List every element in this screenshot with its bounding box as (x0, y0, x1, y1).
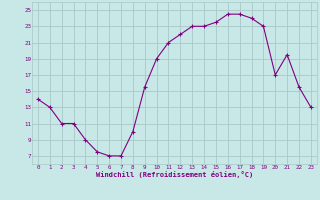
X-axis label: Windchill (Refroidissement éolien,°C): Windchill (Refroidissement éolien,°C) (96, 171, 253, 178)
